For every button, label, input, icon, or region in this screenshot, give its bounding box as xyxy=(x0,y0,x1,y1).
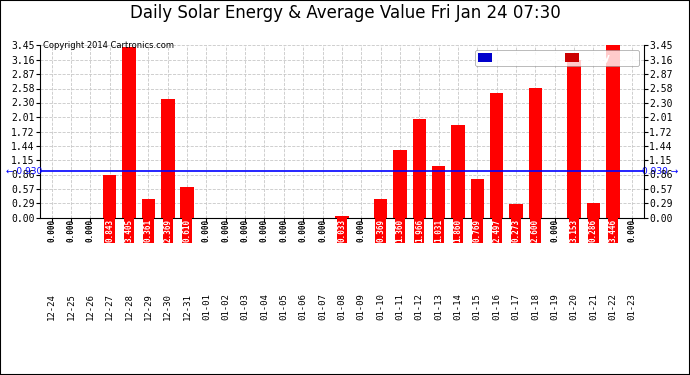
Text: Copyright 2014 Cartronics.com: Copyright 2014 Cartronics.com xyxy=(43,41,174,50)
Text: 0.769: 0.769 xyxy=(473,219,482,242)
Text: 1.966: 1.966 xyxy=(415,219,424,242)
Text: 12-26: 12-26 xyxy=(86,293,95,320)
Text: 0.000: 0.000 xyxy=(260,219,269,242)
Bar xyxy=(180,187,194,218)
Bar xyxy=(393,150,406,217)
Text: 0.000: 0.000 xyxy=(279,219,288,242)
Text: 01-17: 01-17 xyxy=(511,293,520,320)
Bar xyxy=(606,45,620,218)
Bar xyxy=(471,179,484,218)
Text: 01-08: 01-08 xyxy=(337,293,346,320)
Text: 01-15: 01-15 xyxy=(473,293,482,320)
Text: 01-12: 01-12 xyxy=(415,293,424,320)
Text: 2.369: 2.369 xyxy=(164,219,172,242)
Text: 0.000: 0.000 xyxy=(202,219,211,242)
Bar xyxy=(567,60,581,217)
Text: 01-20: 01-20 xyxy=(570,293,579,320)
Text: 2.600: 2.600 xyxy=(531,219,540,242)
Text: 01-11: 01-11 xyxy=(395,293,404,320)
Text: 01-07: 01-07 xyxy=(318,293,327,320)
Bar xyxy=(335,216,348,217)
Bar xyxy=(141,200,155,217)
Text: 3.153: 3.153 xyxy=(570,219,579,242)
Text: 01-22: 01-22 xyxy=(609,293,618,320)
Text: 0.000: 0.000 xyxy=(221,219,230,242)
Bar xyxy=(122,47,136,217)
Text: 3.446: 3.446 xyxy=(609,219,618,242)
Text: 12-25: 12-25 xyxy=(66,293,75,320)
Bar xyxy=(413,119,426,218)
Text: 01-19: 01-19 xyxy=(550,293,560,320)
Bar xyxy=(374,199,387,217)
Text: 1.031: 1.031 xyxy=(434,219,443,242)
Text: 0.610: 0.610 xyxy=(183,219,192,242)
Text: 0.000: 0.000 xyxy=(86,219,95,242)
Text: 0.843: 0.843 xyxy=(105,219,114,242)
Text: 01-23: 01-23 xyxy=(628,293,637,320)
Text: 0.000: 0.000 xyxy=(241,219,250,242)
Text: 0.000: 0.000 xyxy=(628,219,637,242)
Text: 0.000: 0.000 xyxy=(318,219,327,242)
Text: 01-13: 01-13 xyxy=(434,293,443,320)
Text: 01-14: 01-14 xyxy=(453,293,462,320)
Text: 0.000: 0.000 xyxy=(47,219,56,242)
Text: 0.000: 0.000 xyxy=(550,219,560,242)
Text: 01-03: 01-03 xyxy=(241,293,250,320)
Text: 1.360: 1.360 xyxy=(395,219,404,242)
Text: 0.361: 0.361 xyxy=(144,219,153,242)
Text: 01-05: 01-05 xyxy=(279,293,288,320)
Text: 3.405: 3.405 xyxy=(124,219,134,242)
Bar xyxy=(529,87,542,218)
Text: ← 0.930: ← 0.930 xyxy=(6,166,42,176)
Text: 01-18: 01-18 xyxy=(531,293,540,320)
Text: 0.930 →: 0.930 → xyxy=(642,166,678,176)
Text: 01-01: 01-01 xyxy=(202,293,211,320)
Text: 12-28: 12-28 xyxy=(124,293,134,320)
Text: 12-24: 12-24 xyxy=(47,293,56,320)
Text: Daily Solar Energy & Average Value Fri Jan 24 07:30: Daily Solar Energy & Average Value Fri J… xyxy=(130,4,560,22)
Text: 01-09: 01-09 xyxy=(357,293,366,320)
Text: 0.000: 0.000 xyxy=(357,219,366,242)
Text: 1.860: 1.860 xyxy=(453,219,462,242)
Text: 0.000: 0.000 xyxy=(66,219,75,242)
Text: 0.273: 0.273 xyxy=(511,219,520,242)
Text: 0.033: 0.033 xyxy=(337,219,346,242)
Text: 12-29: 12-29 xyxy=(144,293,153,320)
Text: 01-06: 01-06 xyxy=(299,293,308,320)
Bar xyxy=(103,176,117,217)
Bar xyxy=(451,124,465,217)
Text: 01-02: 01-02 xyxy=(221,293,230,320)
Text: 01-10: 01-10 xyxy=(376,293,385,320)
Text: 01-21: 01-21 xyxy=(589,293,598,320)
Bar xyxy=(586,203,600,217)
Bar xyxy=(432,166,446,218)
Bar xyxy=(509,204,523,218)
Text: 12-30: 12-30 xyxy=(164,293,172,320)
Text: 12-31: 12-31 xyxy=(183,293,192,320)
Text: 0.000: 0.000 xyxy=(299,219,308,242)
Text: 0.369: 0.369 xyxy=(376,219,385,242)
Legend: Average  ($), Daily   ($): Average ($), Daily ($) xyxy=(475,50,639,66)
Text: 01-16: 01-16 xyxy=(492,293,501,320)
Text: 2.497: 2.497 xyxy=(492,219,501,242)
Bar xyxy=(490,93,504,218)
Text: 12-27: 12-27 xyxy=(105,293,114,320)
Text: 0.286: 0.286 xyxy=(589,219,598,242)
Text: 01-04: 01-04 xyxy=(260,293,269,320)
Bar xyxy=(161,99,175,218)
